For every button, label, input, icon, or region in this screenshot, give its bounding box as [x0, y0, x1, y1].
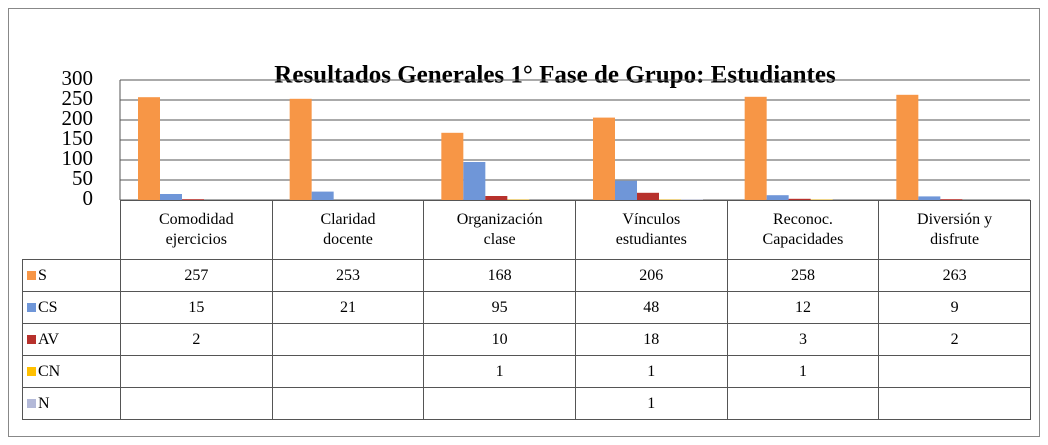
- legend-label: AV: [38, 330, 60, 348]
- category-cell: Claridad docente: [271, 200, 425, 260]
- bar: [311, 191, 334, 200]
- table-value: 95: [423, 291, 576, 324]
- legend-cell: CS: [22, 291, 121, 324]
- bar: [182, 199, 204, 200]
- legend-cell: AV: [22, 323, 121, 356]
- y-tick-label: 0: [83, 186, 94, 210]
- legend-label: N: [38, 394, 50, 412]
- table-value: 1: [574, 387, 728, 420]
- table-value: [726, 387, 880, 420]
- table-value: 48: [574, 291, 728, 324]
- bar: [918, 196, 941, 200]
- table-value: 21: [271, 291, 425, 324]
- bar: [788, 198, 811, 200]
- legend-swatch: [27, 366, 36, 376]
- category-cell: Vínculos estudiantes: [574, 200, 728, 260]
- table-value: [120, 355, 273, 388]
- table-value: 257: [120, 259, 273, 292]
- bar: [896, 94, 919, 200]
- category-label: Comodidad ejercicios: [158, 211, 234, 248]
- table-value: [878, 387, 1031, 420]
- bar: [463, 162, 486, 200]
- table-value: 9: [878, 291, 1031, 324]
- category-label: Organización clase: [456, 211, 543, 248]
- bar: [615, 180, 637, 200]
- bar: [289, 98, 312, 200]
- legend-cell: N: [22, 387, 121, 420]
- y-tick-label: 250: [62, 86, 94, 110]
- table-value: 1: [574, 355, 728, 388]
- table-value: 263: [878, 259, 1031, 292]
- legend-cell: S: [22, 259, 121, 292]
- table-value: [271, 323, 425, 356]
- bar: [138, 97, 160, 200]
- category-label: Claridad docente: [320, 211, 376, 248]
- bar: [766, 195, 789, 200]
- category-cell: Organización clase: [423, 200, 576, 260]
- table-value: 18: [574, 323, 728, 356]
- series-row: S 257 253 168 206 258 263: [22, 259, 1031, 292]
- legend-swatch: [27, 334, 36, 344]
- table-value: 12: [726, 291, 880, 324]
- corner-cell: [22, 200, 121, 260]
- table-value: 168: [423, 259, 576, 292]
- table-value: 206: [574, 259, 728, 292]
- bar: [441, 132, 464, 200]
- category-label: Vínculos estudiantes: [615, 211, 687, 248]
- table-value: 1: [726, 355, 880, 388]
- category-cell: Comodidad ejercicios: [120, 200, 273, 260]
- bar: [160, 194, 182, 200]
- chart-title: Resultados Generales 1° Fase de Grupo: E…: [274, 62, 836, 89]
- table-value: 1: [423, 355, 576, 388]
- table-value: 253: [271, 259, 425, 292]
- category-label: Reconoc. Capacidades: [762, 211, 844, 248]
- table-value: [878, 355, 1031, 388]
- series-row: CS 15 21 95 48 12 9: [22, 291, 1031, 324]
- series-row: AV 2 10 18 3 2: [22, 323, 1031, 356]
- y-tick-label: 100: [62, 146, 94, 170]
- table-value: 3: [726, 323, 880, 356]
- legend-swatch: [27, 270, 36, 280]
- legend-label: S: [38, 266, 47, 284]
- legend-swatch: [27, 398, 36, 408]
- bar: [485, 196, 508, 200]
- bar: [744, 96, 767, 200]
- y-tick-label: 200: [62, 106, 94, 130]
- table-value: [271, 355, 425, 388]
- table-value: [120, 387, 273, 420]
- legend-label: CN: [38, 362, 61, 380]
- legend-cell: CN: [22, 355, 121, 388]
- table-value: 258: [726, 259, 880, 292]
- bar: [637, 192, 659, 200]
- table-value: 2: [878, 323, 1031, 356]
- table-value: [423, 387, 576, 420]
- category-cell: Reconoc. Capacidades: [726, 200, 880, 260]
- y-tick-label: 300: [62, 66, 94, 90]
- header-row: Comodidad ejercicios Claridad docente Orga…: [22, 200, 1031, 260]
- data-table: Comodidad ejercicios Claridad docente Orga…: [22, 200, 1031, 420]
- table-value: 2: [120, 323, 273, 356]
- legend-label: CS: [38, 298, 58, 316]
- legend-swatch: [27, 302, 36, 312]
- category-label: Diversión y disfrute: [917, 211, 993, 248]
- bar: [940, 199, 963, 200]
- table-value: 10: [423, 323, 576, 356]
- table-value: 15: [120, 291, 273, 324]
- chart-border: [8, 8, 1040, 437]
- series-row: CN 1 1 1: [22, 355, 1031, 388]
- y-tick-label: 150: [62, 126, 94, 150]
- category-cell: Diversión y disfrute: [878, 200, 1031, 260]
- bar: [593, 117, 615, 200]
- table-value: [271, 387, 425, 420]
- y-tick-label: 50: [72, 166, 93, 190]
